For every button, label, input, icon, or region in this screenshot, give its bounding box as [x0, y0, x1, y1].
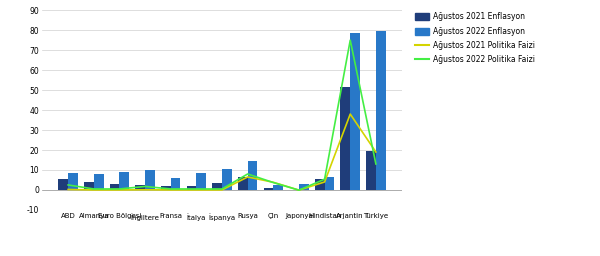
Bar — [263, 188, 273, 190]
Bar — [110, 184, 119, 190]
Bar — [340, 87, 350, 190]
Bar — [187, 186, 196, 190]
Bar — [289, 189, 299, 190]
Bar — [315, 179, 325, 190]
Bar — [299, 184, 308, 190]
Bar — [366, 151, 376, 190]
Bar — [222, 169, 232, 190]
Bar — [94, 174, 104, 190]
Bar — [350, 33, 360, 190]
Bar — [119, 172, 129, 190]
Bar — [238, 177, 248, 190]
Bar — [68, 173, 78, 190]
Bar — [248, 161, 257, 190]
Bar — [136, 185, 145, 190]
Bar — [376, 31, 386, 190]
Bar — [145, 170, 155, 190]
Bar — [171, 178, 181, 190]
Bar — [161, 186, 171, 190]
Bar — [325, 177, 334, 190]
Bar — [84, 182, 94, 190]
Legend: Ağustos 2021 Enflasyon, Ağustos 2022 Enflasyon, Ağustos 2021 Politika Faizi, Ağu: Ağustos 2021 Enflasyon, Ağustos 2022 Enf… — [413, 10, 537, 67]
Bar — [58, 179, 68, 190]
Bar — [273, 185, 283, 190]
Bar — [212, 183, 222, 190]
Bar — [196, 173, 206, 190]
